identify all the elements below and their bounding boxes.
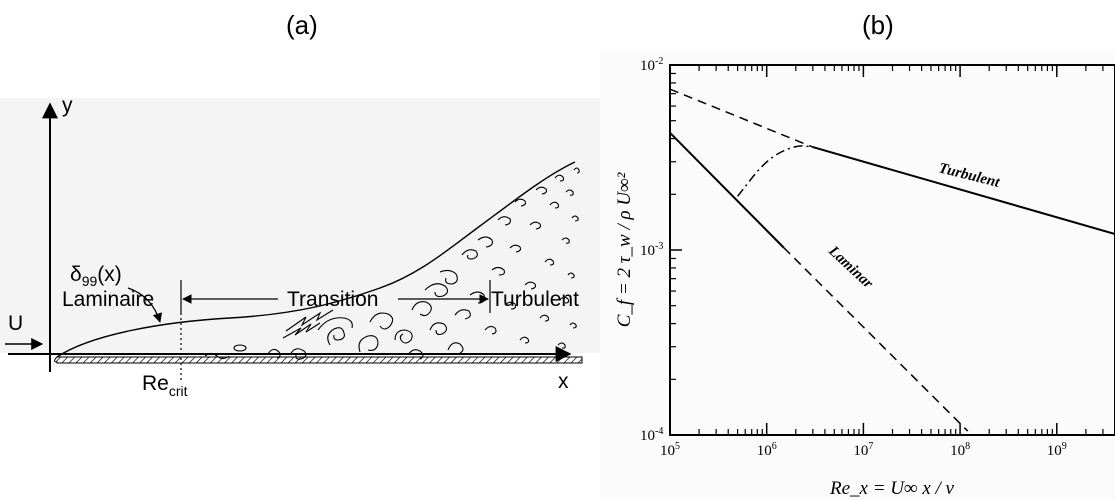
region-label-turbulent: Turbulent [491, 288, 579, 311]
eddy [204, 352, 230, 360]
eddy [573, 167, 580, 174]
boundary-layer-svg: y x U δ99(x) [5, 94, 583, 399]
eddy [484, 325, 497, 335]
eddy [394, 329, 413, 344]
eddy [561, 237, 570, 244]
x-axis-title-text: Re_x = U∞ x / ν [829, 478, 955, 499]
eddy [424, 283, 449, 298]
x-axis-label: x [558, 370, 569, 393]
eddy [491, 266, 505, 276]
eddy [267, 348, 281, 359]
boundary-layer-diagram: y x U δ99(x) [0, 94, 600, 399]
eddy [469, 291, 485, 304]
x-tick-label: 109 [1047, 441, 1067, 459]
eddy [565, 189, 574, 196]
eddy [429, 322, 448, 336]
eddy [477, 236, 493, 248]
y-tick-label: 10-3 [640, 241, 663, 259]
flat-plate [54, 356, 583, 364]
eddy [569, 322, 577, 329]
minor-ticks [670, 65, 1104, 435]
thickness-label-main: δ [70, 263, 82, 286]
series-layer [669, 88, 1115, 432]
eddy [571, 215, 579, 222]
thickness-pointer [127, 287, 163, 323]
eddy [289, 348, 307, 360]
x-tick-label: 106 [757, 441, 777, 459]
eddy-sketches [204, 167, 580, 360]
plot-frame [669, 64, 1115, 436]
series-line-laminar-solid [669, 132, 785, 249]
eddy [447, 342, 464, 354]
eddy [411, 301, 432, 317]
series-line-turbulent-solid [812, 146, 1115, 235]
eddy [567, 272, 575, 279]
curve-label-laminar: Laminar [825, 243, 876, 292]
eddy [529, 221, 542, 230]
eddy [317, 317, 353, 331]
y-axis-title-text: C_f = 2 τ_w / ρ U∞² [614, 172, 635, 327]
eddy [535, 186, 548, 195]
y-axis-label: y [62, 94, 73, 117]
eddy [369, 312, 394, 330]
critical-re-sub: crit [169, 383, 188, 399]
eddy [407, 349, 424, 360]
critical-re-main: Re [142, 372, 169, 395]
y-tick-label: 10-4 [640, 426, 663, 444]
x-axis-title: Re_x = U∞ x / ν [829, 478, 955, 499]
major-ticks: 105 106 107 108 109 10-2 10-3 10-4 [640, 56, 1067, 459]
eddy [504, 301, 517, 310]
eddy [358, 335, 379, 353]
skin-friction-chart: 105 106 107 108 109 10-2 10-3 10-4 Turbulent La… [600, 50, 1115, 500]
free-stream-label: U [8, 312, 23, 335]
eddy [524, 281, 537, 290]
series-line-turbulent-dashed [669, 88, 814, 148]
thickness-label-sub: 99 [82, 273, 98, 289]
eddy [509, 244, 522, 253]
eddy [549, 201, 560, 209]
eddy [514, 198, 527, 207]
series-line-transition-dashdot [736, 145, 813, 197]
eddy [554, 174, 565, 182]
eddy [539, 314, 550, 322]
eddy [519, 336, 530, 344]
panel-label-a: (a) [286, 10, 318, 40]
region-label-laminar: Laminaire [62, 288, 154, 311]
y-tick-label: 10-2 [640, 56, 663, 74]
y-axis-title: C_f = 2 τ_w / ρ U∞² [614, 172, 635, 327]
eddy [454, 309, 471, 320]
eddy [557, 342, 566, 349]
region-label-transition: Transition [287, 288, 378, 311]
panel-label-b: (b) [862, 10, 894, 40]
eddy [327, 327, 345, 346]
eddy [559, 296, 570, 304]
x-tick-label: 105 [660, 441, 680, 459]
thickness-label: δ99(x) [70, 263, 122, 289]
series-line-laminar-dashed [783, 247, 969, 432]
chart-background [600, 50, 1115, 500]
eddy [544, 258, 555, 266]
thickness-label-tail: (x) [97, 263, 122, 286]
eddy [497, 216, 511, 226]
boundary-layer-edge [56, 161, 576, 358]
x-tick-label: 107 [853, 441, 873, 459]
eddy [233, 344, 247, 352]
eddy [461, 249, 478, 260]
eddy [282, 322, 321, 339]
x-tick-label: 108 [950, 441, 970, 459]
eddy [439, 269, 458, 285]
eddy [285, 309, 334, 332]
critical-re-label: Recrit [142, 372, 188, 399]
